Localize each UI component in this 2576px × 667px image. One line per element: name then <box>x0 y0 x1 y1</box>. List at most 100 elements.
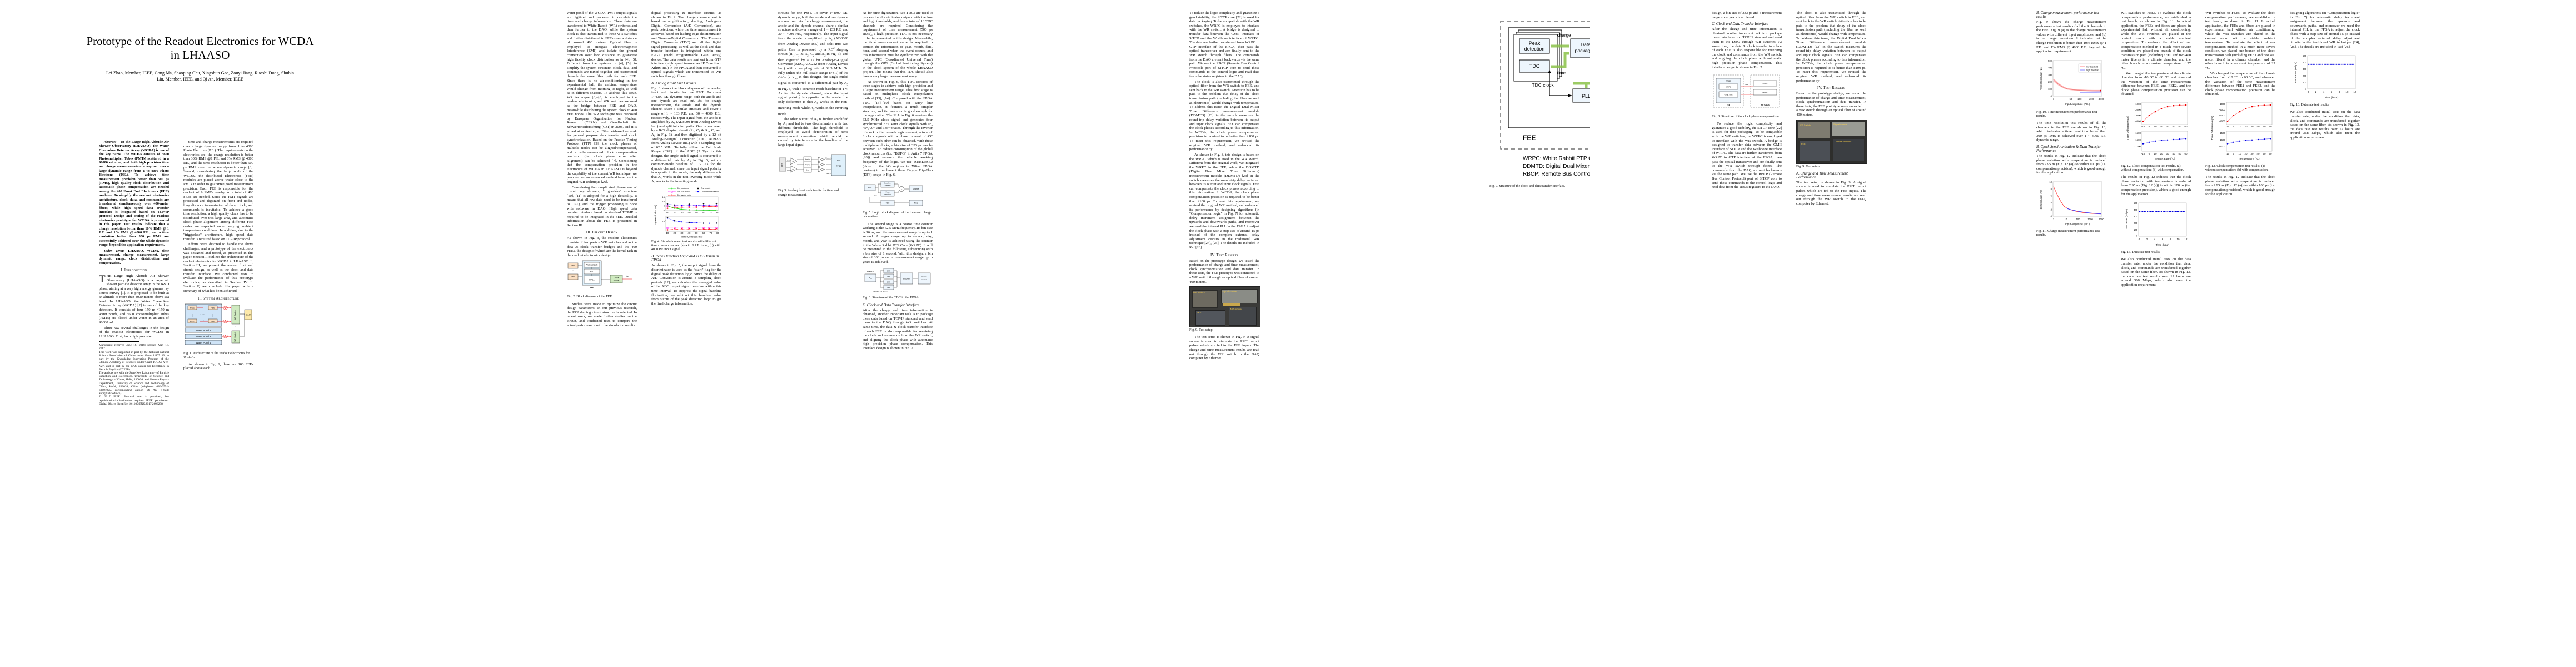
svg-text:20: 20 <box>2160 125 2163 128</box>
section-heading-results-2: IV. Test Results <box>1817 86 1845 91</box>
index-terms-paragraph: Index Terms—LHAASO, WCDA, time measureme… <box>99 249 169 266</box>
figure-12: -1000 -2000 -3000 -4000 -10 0 10 20 30 40 50 60 -1… <box>2121 99 2191 172</box>
svg-text:2: 2 <box>2051 208 2052 211</box>
svg-text:10: 10 <box>666 211 669 214</box>
svg-text:12: 12 <box>2354 91 2356 93</box>
page3-col1: circuits for one PMT. To cover 1~4000 P.… <box>778 11 848 200</box>
p6-5: We also conducted initial tests on the d… <box>2121 257 2191 287</box>
page6-col2: WR switches to FEEs. To evaluate the clo… <box>2121 11 2191 288</box>
fig13b-xlabel: Time (hour) <box>2325 96 2339 99</box>
svg-text:70: 70 <box>710 232 712 235</box>
subsection-clock: C. Clock and Data Transfer Interface <box>863 303 919 307</box>
fig4-legend-4: Sim total resolution <box>702 191 719 193</box>
photo2-label-fee: FEE <box>1801 142 1806 145</box>
authors-text-2: Liu, Member, IEEE, and Qi An, Member, IE… <box>157 77 243 82</box>
svg-text:PMT: PMT <box>571 265 575 267</box>
svg-text:-3000: -3000 <box>2219 114 2226 117</box>
fig7-label-time: time <box>1557 71 1566 76</box>
figure-5: ADC Baseline average Peak detection − Ch… <box>863 179 933 219</box>
res-clock-1: After the charge and time information is… <box>1712 27 1782 69</box>
svg-text:detection: detection <box>884 193 891 196</box>
svg-text:10: 10 <box>2239 152 2241 155</box>
fig13b-ylabel: Data Rate (Mbps) <box>2294 62 2298 83</box>
intro-continued: time and charge measurements are require… <box>183 140 253 241</box>
svg-text:· · ·: · · · <box>202 306 205 308</box>
svg-text:20: 20 <box>2245 125 2248 128</box>
p6-2: The time resolution test results of all … <box>2036 121 2106 142</box>
svg-text:FPGA: FPGA <box>836 165 842 167</box>
photo-label-fiber: 400 m fiber <box>1230 308 1242 311</box>
fig7-glossary-2: RBCP: Remote Bus Control Protocol <box>1523 171 1613 177</box>
svg-text:Charge in.: Charge in. <box>825 157 832 160</box>
peak-paragraph-2: As for time digitization, two TDCs are u… <box>863 11 933 78</box>
svg-text:10: 10 <box>2346 91 2349 93</box>
photo2-label-chamber: Climate chamber <box>1835 140 1852 143</box>
fig4-legend-3: Test results <box>701 187 710 190</box>
svg-text:-4000: -4000 <box>2135 120 2141 122</box>
svg-text:6: 6 <box>2162 238 2164 241</box>
svg-text:DFF: DFF <box>887 281 890 283</box>
svg-text:-1500: -1500 <box>2219 132 2226 135</box>
figure-9b-caption: Fig. 9. Test setup. <box>1796 165 1821 168</box>
clock-paragraph-1: The second stage is a coarse time counte… <box>863 222 933 264</box>
fig7-label-charge: charge <box>1557 33 1571 38</box>
arch-paragraph-3: Considering the complicated phenomena of… <box>567 185 637 227</box>
page6-col3: WR switches to FEEs. To evaluate the clo… <box>2205 11 2275 197</box>
svg-text:−: − <box>901 188 903 191</box>
photo-label-signal-source: Signal source <box>1222 290 1237 293</box>
fig12-xlabel: Temperature (°C) <box>2155 157 2175 161</box>
figure-5-diagram: ADC Baseline average Peak detection − Ch… <box>863 179 933 211</box>
res-paragraph-2: To reduce the logic complexity and guara… <box>1189 11 1259 78</box>
svg-text:2: 2 <box>2315 91 2317 93</box>
figure-13b-caption: Fig. 13. Data rate test results. <box>2290 103 2330 107</box>
author-line-2: Liu, Member, IEEE, and Qi An, Member, IE… <box>17 76 383 82</box>
svg-text:0: 0 <box>665 220 666 222</box>
svg-text:Time: Time <box>914 202 918 205</box>
svg-text:FEE: FEE <box>211 306 215 309</box>
svg-text:10: 10 <box>666 232 669 235</box>
subsection-peak: B. Peak Detection Logic and TDC Design i… <box>651 255 719 263</box>
p6-7: We changed the temperature of the climat… <box>2205 71 2275 97</box>
fig4-xlabel: Time Constant (ns) <box>681 236 703 238</box>
page-title-line1: Prototype of the Readout Electronics for… <box>86 34 314 48</box>
photo2-label-src: Signal source <box>1833 122 1847 126</box>
arch-paragraph-1: As shown in Fig. 1, there are 100 FEEs p… <box>183 362 253 371</box>
svg-text:10: 10 <box>2239 125 2241 128</box>
svg-text:10: 10 <box>2154 125 2157 128</box>
svg-text:4: 4 <box>2154 238 2156 241</box>
figure-1-caption: Fig. 1. Architecture of the readout elec… <box>183 351 250 359</box>
fig12b-xlabel: Temperature (°C) <box>2239 157 2260 161</box>
svg-text:PLL: PLL <box>869 277 872 280</box>
svg-text:A₃: A₃ <box>820 158 821 161</box>
svg-text:200: 200 <box>2134 222 2138 225</box>
footnote-block: Manuscript received June 16, 2016; revis… <box>99 344 169 406</box>
intro-paragraph-2: Three raw several challenges in the desi… <box>99 326 169 339</box>
svg-text:-2000: -2000 <box>2219 108 2226 111</box>
svg-text:· · ·: · · · <box>200 313 205 316</box>
svg-text:0: 0 <box>2149 152 2150 155</box>
fig7-glossary-1: DDMTD: Digital Dual Mixer Time Differenc… <box>1523 163 1630 170</box>
svg-text:10: 10 <box>2177 238 2180 241</box>
svg-text:30: 30 <box>681 232 684 235</box>
svg-text:60: 60 <box>702 211 705 214</box>
svg-text:30: 30 <box>2251 125 2254 128</box>
page1-col2: time and charge measurements are require… <box>183 140 253 372</box>
svg-text:A₆: A₆ <box>820 168 822 171</box>
p6-6: WR switches to FEEs. To evaluate the clo… <box>2205 11 2276 70</box>
page2-col1: water pond of the WCDA. PMT output signa… <box>567 11 637 328</box>
svg-text:0: 0 <box>2305 88 2307 91</box>
svg-text:20: 20 <box>674 211 676 214</box>
charge-paragraph-1: Based on the prototype design, we tested… <box>1189 258 1259 284</box>
svg-text:dynode: dynode <box>787 170 792 172</box>
svg-text:300: 300 <box>2303 68 2307 71</box>
photo-label-fee: FEE <box>1197 311 1202 315</box>
svg-text:shaping: shaping <box>805 163 810 166</box>
figure-5-caption: Fig. 5. Logic block diagram of the time … <box>863 211 931 219</box>
svg-text:60: 60 <box>2185 125 2188 128</box>
fig7-label-fee: FEE <box>1523 134 1536 142</box>
page-2: water pond of the WCDA. PMT output signa… <box>400 0 789 667</box>
svg-text:0: 0 <box>2308 91 2309 93</box>
figure-12b: -1000 -2000 -3000 -4000 -10 0 10 20 30 40 50 60 -1… <box>2205 99 2275 172</box>
fig13-xlabel: Time (hour) <box>2156 243 2170 247</box>
